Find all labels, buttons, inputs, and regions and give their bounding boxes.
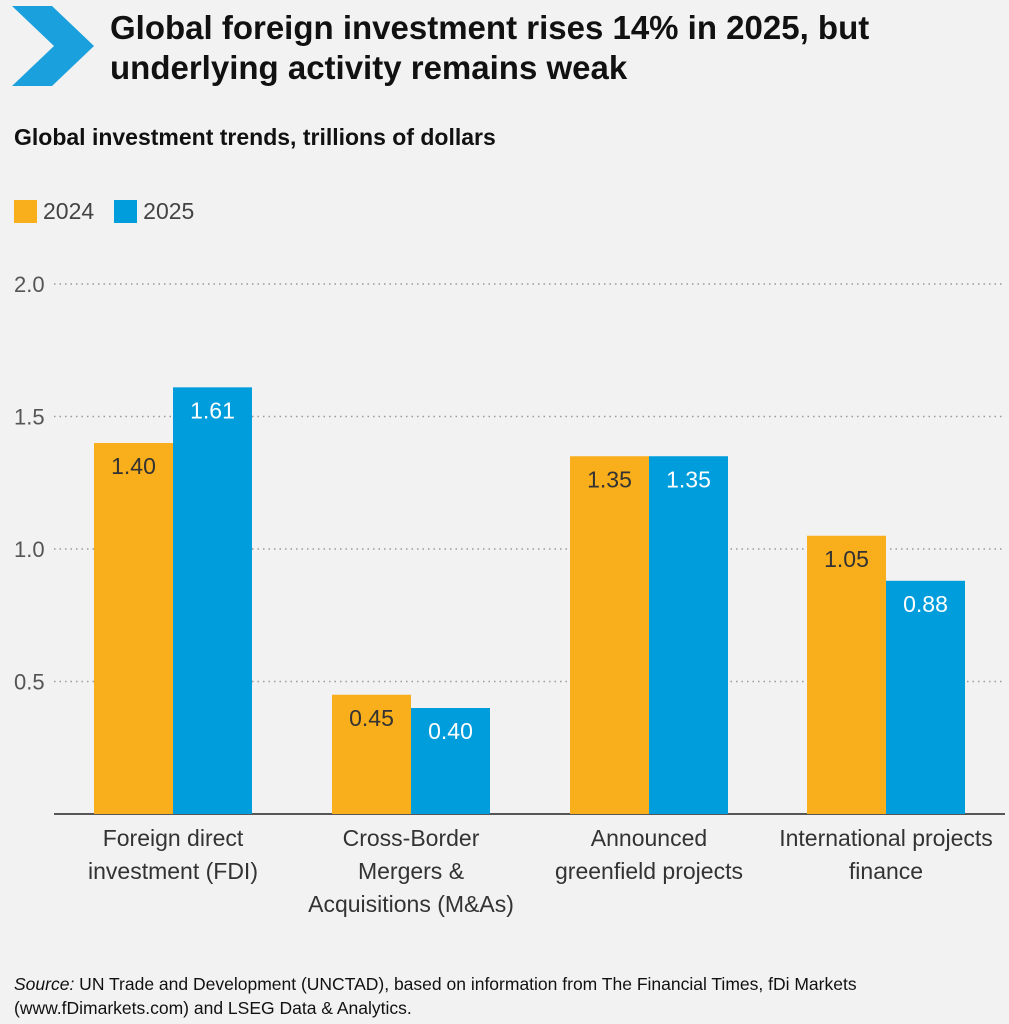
- data-label: 0.45: [349, 705, 394, 731]
- source-note: Source: UN Trade and Development (UNCTAD…: [14, 972, 1004, 1020]
- x-category-label-line: Cross-Border: [343, 825, 480, 851]
- source-text: UN Trade and Development (UNCTAD), based…: [14, 974, 857, 1018]
- page-title: Global foreign investment rises 14% in 2…: [110, 9, 870, 86]
- data-label: 0.88: [903, 591, 948, 617]
- legend-swatch-2024: [14, 200, 37, 223]
- x-category-label: Cross-Border Mergers & Acquisitions (M&As): [308, 825, 514, 917]
- x-category-label-line: Mergers &: [358, 858, 464, 884]
- x-category-label: Announced greenfield projects: [555, 825, 743, 884]
- bar-2025-3: [886, 580, 965, 814]
- x-category-label-line: Announced: [591, 825, 707, 851]
- y-tick-label: 0.5: [14, 670, 45, 695]
- x-category-label-line: Foreign direct: [103, 825, 244, 851]
- bar-chart: 0.5 1.0 1.5 2.0 1.40 1.61 Foreign direct invest…: [14, 272, 1005, 917]
- chart-subtitle: Global investment trends, trillions of d…: [14, 124, 496, 150]
- chevron-right-icon: [12, 6, 94, 86]
- x-category-label: International projects finance: [779, 825, 993, 884]
- data-label: 1.40: [111, 453, 156, 479]
- chart-legend: 2024 2025: [14, 198, 214, 225]
- data-label: 1.05: [824, 546, 869, 572]
- legend-item-2025: 2025: [114, 198, 194, 225]
- bar-2025-2: [649, 456, 728, 814]
- x-category-label-line: greenfield projects: [555, 858, 743, 884]
- x-category-label-line: International projects: [779, 825, 993, 851]
- legend-item-2024: 2024: [14, 198, 94, 225]
- bar-2025-1: [411, 708, 490, 814]
- source-label: Source:: [14, 974, 75, 994]
- data-label: 1.61: [190, 397, 235, 423]
- bar-2024-1: [332, 694, 411, 814]
- bar-2024-0: [94, 443, 173, 814]
- y-tick-label: 2.0: [14, 272, 45, 297]
- legend-label-2025: 2025: [143, 198, 195, 224]
- y-tick-label: 1.0: [14, 537, 45, 562]
- data-label: 0.40: [428, 718, 473, 744]
- bar-2024-2: [570, 456, 649, 814]
- x-category-label-line: finance: [849, 858, 923, 884]
- bar-2025-0: [173, 387, 252, 814]
- x-category-label-line: Acquisitions (M&As): [308, 891, 514, 917]
- data-label: 1.35: [666, 466, 711, 492]
- data-label: 1.35: [587, 466, 632, 492]
- x-category-label-line: investment (FDI): [88, 858, 258, 884]
- bar-2024-3: [807, 535, 886, 814]
- x-category-label: Foreign direct investment (FDI): [88, 825, 258, 884]
- legend-label-2024: 2024: [43, 198, 95, 224]
- y-tick-label: 1.5: [14, 405, 45, 430]
- legend-swatch-2025: [114, 200, 138, 223]
